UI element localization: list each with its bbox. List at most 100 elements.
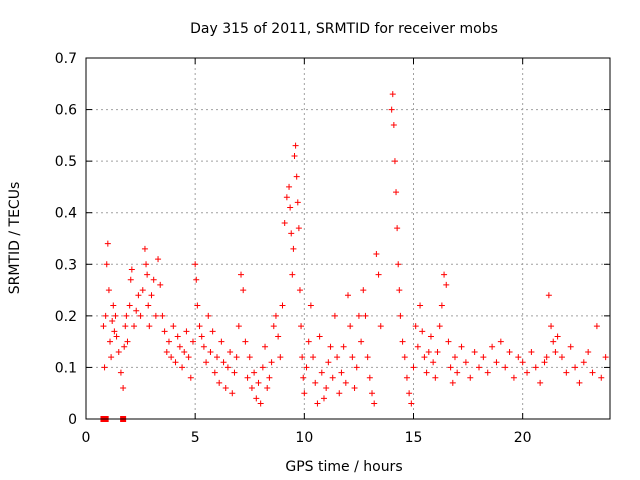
data-point xyxy=(329,374,336,381)
data-point xyxy=(281,220,288,227)
data-point xyxy=(334,354,341,361)
data-point xyxy=(576,379,583,386)
data-point xyxy=(436,323,443,330)
data-point xyxy=(189,338,196,345)
data-point xyxy=(270,323,277,330)
y-tick-label: 0.6 xyxy=(55,103,77,119)
x-tick-label: 10 xyxy=(295,430,313,446)
data-point xyxy=(238,271,245,278)
data-point xyxy=(187,374,194,381)
data-point xyxy=(410,364,417,371)
data-point xyxy=(364,354,371,361)
data-point xyxy=(353,364,360,371)
x-tick-label: 0 xyxy=(82,430,91,446)
data-point xyxy=(554,333,561,340)
data-point xyxy=(248,385,255,392)
data-point xyxy=(193,276,200,283)
data-point xyxy=(493,359,500,366)
data-point xyxy=(325,359,332,366)
data-point xyxy=(242,338,249,345)
data-point xyxy=(373,250,380,257)
data-point xyxy=(360,287,367,294)
data-point xyxy=(427,333,434,340)
data-point xyxy=(127,276,134,283)
data-point xyxy=(262,343,269,350)
data-point xyxy=(484,369,491,376)
data-point xyxy=(287,204,294,211)
data-point xyxy=(423,369,430,376)
data-point xyxy=(298,323,305,330)
data-point xyxy=(112,312,119,319)
data-point xyxy=(395,261,402,268)
data-point xyxy=(102,312,109,319)
data-point xyxy=(101,364,108,371)
y-axis-label: SRMTID / TECUs xyxy=(7,182,23,295)
data-point xyxy=(192,261,199,268)
data-point xyxy=(397,312,404,319)
data-point xyxy=(548,323,555,330)
data-point xyxy=(585,348,592,355)
data-point xyxy=(107,338,114,345)
data-point xyxy=(403,374,410,381)
data-point xyxy=(122,323,129,330)
data-point xyxy=(598,374,605,381)
data-point xyxy=(159,312,166,319)
data-point xyxy=(124,338,131,345)
data-point xyxy=(389,91,396,98)
data-point xyxy=(135,292,142,299)
data-point xyxy=(449,379,456,386)
data-point xyxy=(358,338,365,345)
data-point xyxy=(393,189,400,196)
data-point xyxy=(550,338,557,345)
data-point xyxy=(224,364,231,371)
data-point xyxy=(543,354,550,361)
data-point xyxy=(545,292,552,299)
data-point xyxy=(327,343,334,350)
data-point xyxy=(347,323,354,330)
data-point xyxy=(131,323,138,330)
data-point xyxy=(231,369,238,376)
data-point xyxy=(214,354,220,361)
data-point xyxy=(414,343,421,350)
y-tick-label: 0.2 xyxy=(55,309,77,325)
data-point xyxy=(537,379,544,386)
data-point xyxy=(207,348,214,355)
data-point xyxy=(406,390,413,397)
data-point xyxy=(277,354,284,361)
data-point xyxy=(286,183,293,190)
data-point xyxy=(294,199,301,206)
data-point xyxy=(139,287,146,294)
data-point xyxy=(240,287,247,294)
data-point xyxy=(113,333,120,340)
x-tick-label: 20 xyxy=(514,430,532,446)
data-point xyxy=(399,338,406,345)
data-point xyxy=(391,158,398,165)
data-point xyxy=(257,400,264,407)
data-point xyxy=(126,302,133,309)
data-point xyxy=(408,400,415,407)
data-point xyxy=(412,323,419,330)
data-point xyxy=(220,359,227,366)
data-point xyxy=(396,287,403,294)
data-point xyxy=(580,359,587,366)
data-point xyxy=(299,354,306,361)
data-point xyxy=(227,348,234,355)
data-point xyxy=(203,359,210,366)
data-point xyxy=(279,302,286,309)
data-point xyxy=(109,318,116,325)
data-point xyxy=(425,348,432,355)
data-point xyxy=(394,225,401,232)
data-point xyxy=(143,261,150,268)
data-points xyxy=(100,91,609,422)
data-point xyxy=(510,374,517,381)
data-point xyxy=(289,271,296,278)
y-tick-label: 0.4 xyxy=(55,206,77,222)
data-point xyxy=(264,385,271,392)
grid xyxy=(86,58,610,419)
data-point xyxy=(301,390,308,397)
data-point xyxy=(111,328,118,335)
data-point xyxy=(312,379,319,386)
data-point xyxy=(120,385,127,392)
data-point xyxy=(506,348,513,355)
plot-frame xyxy=(85,57,611,420)
